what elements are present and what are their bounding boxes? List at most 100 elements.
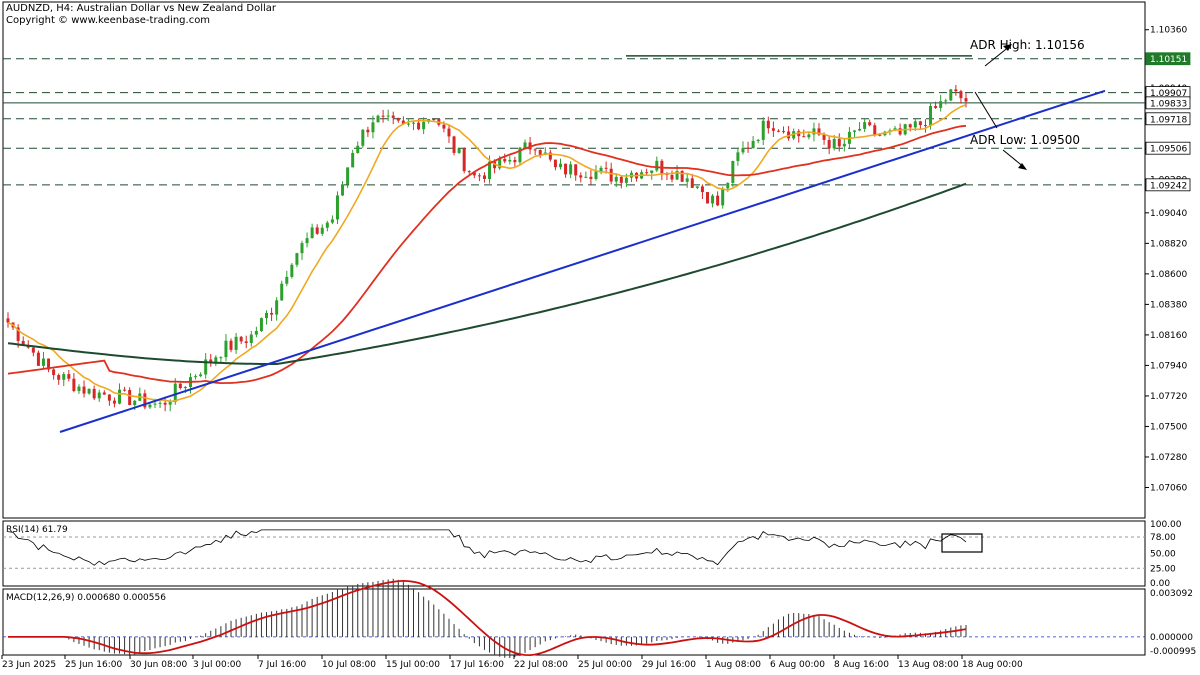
candle-body bbox=[959, 91, 963, 99]
x-tick-label: 17 Jul 16:00 bbox=[450, 660, 504, 670]
x-tick-label: 22 Jul 08:00 bbox=[514, 660, 568, 670]
candle-body bbox=[548, 152, 552, 160]
candle-body bbox=[716, 195, 720, 206]
candle-body bbox=[163, 402, 167, 405]
candle-body bbox=[579, 175, 583, 178]
candle-body bbox=[670, 174, 674, 180]
level-badge bbox=[1145, 141, 1191, 155]
candle-body bbox=[822, 134, 826, 140]
candle-body bbox=[432, 119, 436, 121]
candle-body bbox=[72, 378, 76, 392]
candle-body bbox=[498, 159, 502, 169]
candle-body bbox=[538, 150, 542, 155]
level-badge bbox=[1145, 52, 1191, 66]
x-tick-label: 10 Jul 08:00 bbox=[322, 660, 376, 670]
candle-body bbox=[898, 128, 902, 135]
candle-body bbox=[41, 358, 45, 366]
candle-body bbox=[721, 188, 725, 206]
level-label: 1.09718 bbox=[1150, 115, 1187, 125]
candle-body bbox=[614, 176, 618, 182]
x-tick-label: 7 Jul 16:00 bbox=[258, 660, 307, 670]
candle-body bbox=[153, 403, 157, 405]
candle-body bbox=[609, 168, 613, 182]
y-tick-label: 1.08820 bbox=[1150, 239, 1187, 249]
candle-body bbox=[908, 124, 912, 128]
level-label: 1.09242 bbox=[1150, 181, 1187, 191]
candle-body bbox=[913, 121, 917, 128]
candle-body bbox=[873, 125, 877, 135]
y-tick-label: 1.09040 bbox=[1150, 209, 1187, 219]
candle-body bbox=[31, 347, 35, 353]
candle-body bbox=[381, 115, 385, 117]
candle-body bbox=[533, 149, 537, 151]
candle-body bbox=[776, 130, 780, 132]
candle-body bbox=[320, 227, 324, 234]
candle-body bbox=[949, 89, 953, 101]
candle-body bbox=[650, 170, 654, 173]
candle-body bbox=[209, 359, 213, 362]
candle-body bbox=[929, 106, 933, 127]
candle-body bbox=[923, 125, 927, 127]
candle-body bbox=[158, 402, 162, 404]
candle-body bbox=[305, 238, 309, 244]
x-tick-label: 30 Jun 08:00 bbox=[130, 660, 187, 670]
macd-tick-label: 0.000000 bbox=[1150, 633, 1193, 643]
candle-body bbox=[645, 172, 649, 174]
candle-body bbox=[219, 357, 223, 359]
candle-body bbox=[346, 167, 350, 185]
candle-body bbox=[310, 227, 314, 239]
candle-body bbox=[62, 374, 66, 380]
candle-body bbox=[173, 383, 177, 402]
candle-body bbox=[244, 341, 248, 343]
candle-body bbox=[92, 388, 96, 399]
candle-body bbox=[265, 312, 269, 319]
y-tick-label: 1.07940 bbox=[1150, 361, 1187, 371]
candle-body bbox=[270, 312, 274, 315]
candle-body bbox=[503, 159, 507, 162]
candle-body bbox=[280, 283, 284, 301]
candle-body bbox=[594, 171, 598, 179]
candle-body bbox=[229, 340, 233, 350]
candle-body bbox=[47, 358, 51, 370]
chart-copyright: Copyright © www.keenbase-trading.com bbox=[6, 15, 211, 26]
candle-body bbox=[589, 176, 593, 179]
candle-body bbox=[16, 327, 20, 341]
level-badge bbox=[1145, 112, 1191, 126]
y-tick-label: 1.08600 bbox=[1150, 270, 1187, 280]
candle-body bbox=[488, 161, 492, 179]
rsi-highlight-box bbox=[941, 533, 983, 553]
candle-body bbox=[878, 134, 882, 136]
candle-body bbox=[199, 374, 203, 377]
candle-body bbox=[366, 129, 370, 133]
candle-body bbox=[852, 130, 856, 132]
candle-body bbox=[604, 167, 608, 169]
rsi-panel-frame bbox=[2, 520, 1146, 587]
rsi-tick-label: 50.00 bbox=[1150, 550, 1176, 560]
candle-body bbox=[371, 122, 375, 133]
candle-body bbox=[412, 122, 416, 124]
candle-body bbox=[462, 148, 466, 172]
candle-body bbox=[553, 159, 557, 168]
y-tick-label: 1.08380 bbox=[1150, 300, 1187, 310]
candle-body bbox=[447, 128, 451, 137]
candle-body bbox=[133, 400, 137, 406]
candle-body bbox=[224, 340, 228, 358]
candle-body bbox=[239, 336, 243, 342]
candle-body bbox=[6, 318, 10, 323]
chart-title: AUDNZD, H4: Australian Dollar vs New Zea… bbox=[6, 3, 277, 14]
candle-body bbox=[107, 394, 111, 401]
y-tick-label: 1.10360 bbox=[1150, 26, 1187, 36]
candle-body bbox=[782, 131, 786, 133]
candle-body bbox=[756, 139, 760, 141]
candle-body bbox=[118, 389, 122, 404]
candle-body bbox=[477, 175, 481, 177]
adr-high-arrowhead bbox=[1003, 44, 1012, 51]
x-tick-label: 25 Jul 00:00 bbox=[578, 660, 632, 670]
candle-body bbox=[457, 148, 461, 153]
candle-body bbox=[467, 171, 471, 173]
candle-body bbox=[123, 389, 127, 391]
rsi-tick-label: 0.00 bbox=[1150, 579, 1170, 589]
candle-body bbox=[396, 117, 400, 121]
candle-body bbox=[259, 318, 263, 331]
